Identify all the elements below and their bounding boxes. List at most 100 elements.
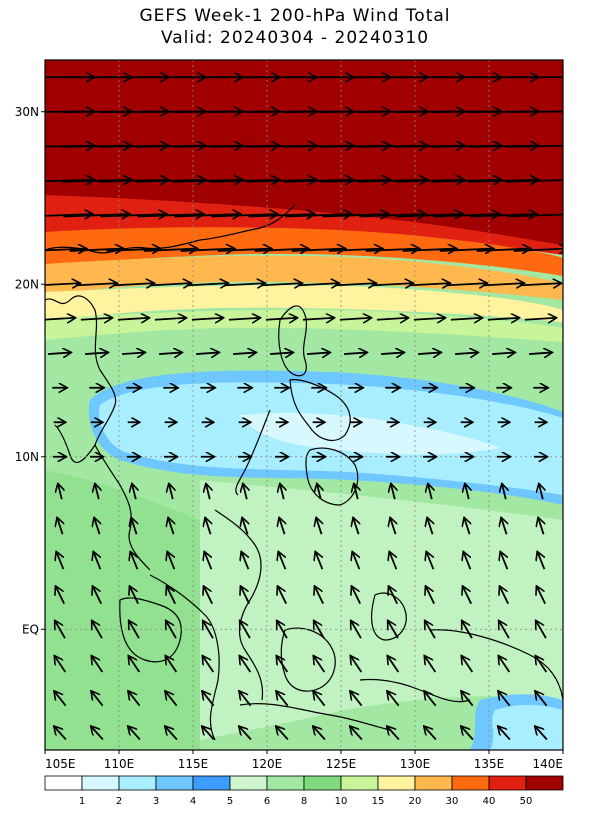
wind-vector [462, 620, 473, 639]
wind-vector [91, 691, 104, 707]
wind-vector [206, 483, 210, 500]
wind-vector [168, 517, 174, 535]
colorbar-swatch [192, 775, 231, 791]
wind-vector [55, 620, 66, 639]
wind-vector [413, 318, 446, 320]
colorbar-swatch [81, 775, 120, 791]
wind-vector [314, 620, 325, 639]
colorbar-label: 30 [446, 796, 459, 807]
wind-vector [130, 551, 139, 570]
wind-vector [165, 691, 178, 707]
map-title: GEFS Week-1 200-hPa Wind Total [139, 6, 451, 26]
colorbar-swatch [266, 775, 305, 791]
wind-vector [505, 110, 563, 113]
wind-vector [63, 214, 130, 216]
wind-vector [351, 586, 361, 605]
wind-vector [359, 214, 426, 216]
colorbar-label: 4 [190, 796, 196, 807]
colorbar-label: 20 [409, 796, 422, 807]
wind-vector [344, 352, 367, 354]
wind-vector [117, 318, 150, 320]
wind-vector [396, 214, 463, 216]
lon-label: 105E [45, 757, 76, 771]
wind-vector [122, 352, 145, 354]
colorbar-swatch [155, 775, 194, 791]
colorbar-swatch [118, 775, 157, 791]
wind-vector [203, 586, 213, 605]
wind-vector [132, 483, 136, 500]
wind-vector [314, 586, 324, 605]
wind-vector [535, 726, 548, 741]
wind-vector [92, 620, 103, 639]
colorbar-label: 6 [264, 796, 270, 807]
wind-vector [315, 551, 324, 570]
wind-vector [313, 656, 326, 673]
wind-vector [45, 283, 81, 285]
wind-vector [505, 179, 563, 183]
wind-vector [468, 180, 539, 182]
wind-vector [211, 214, 278, 216]
wind-vectors [45, 77, 563, 741]
wind-vector [408, 283, 451, 285]
wind-vector [391, 483, 395, 500]
wind-vector [276, 656, 289, 673]
wind-vector [354, 483, 358, 500]
wind-vector [129, 620, 140, 639]
wind-vector [203, 620, 214, 639]
wind-vector [529, 352, 552, 354]
wind-vector [137, 214, 204, 216]
wind-vector [424, 691, 437, 707]
wind-vector [317, 483, 321, 500]
wind-vector [209, 180, 280, 182]
wind-vector [45, 249, 87, 251]
wind-vector [431, 180, 502, 182]
wind-vector [390, 517, 396, 535]
wind-vector [536, 620, 547, 639]
wind-vector [202, 691, 215, 707]
wind-vector [538, 517, 544, 535]
colorbar-label: 5 [227, 796, 233, 807]
wind-vector [353, 517, 359, 535]
wind-vector [166, 620, 177, 639]
colorbar-swatch [377, 775, 416, 791]
wind-vector [223, 283, 266, 285]
colorbar-swatch [229, 775, 268, 791]
wind-vector [55, 586, 65, 605]
wind-vector [519, 283, 562, 285]
wind-vector [93, 551, 102, 570]
wind-vector [204, 551, 213, 570]
lon-label: 140E [533, 757, 564, 771]
wind-vector [270, 352, 293, 354]
wind-vector [376, 318, 409, 320]
wind-vector [507, 213, 563, 218]
wind-vector [169, 483, 173, 500]
colorbar-swatch [340, 775, 379, 791]
wind-vector [499, 586, 509, 605]
wind-vector [350, 691, 363, 707]
wind-vector [302, 318, 335, 320]
wind-vector [537, 551, 546, 570]
latitude-labels: 30N 20N 10N EQ [15, 105, 45, 636]
wind-vector [394, 180, 465, 182]
wind-vector [388, 586, 398, 605]
wind-vector [254, 249, 309, 251]
wind-vector [196, 352, 219, 354]
wind-vector [45, 318, 76, 320]
wind-vector [56, 551, 65, 570]
wind-vector [57, 517, 63, 535]
lat-label: 10N [15, 450, 39, 464]
wind-vector [365, 249, 420, 251]
wind-vector [202, 726, 215, 741]
wind-vector [131, 517, 137, 535]
wind-vector [243, 483, 247, 500]
wind-vector [166, 586, 176, 605]
colorbar-swatch [414, 775, 453, 791]
wind-vector [357, 180, 428, 182]
wind-vector [260, 283, 303, 285]
wind-vector [80, 318, 113, 320]
lon-label: 110E [104, 757, 135, 771]
wind-vector [91, 656, 104, 673]
wind-vector [58, 483, 62, 500]
wind-vector [498, 726, 511, 741]
